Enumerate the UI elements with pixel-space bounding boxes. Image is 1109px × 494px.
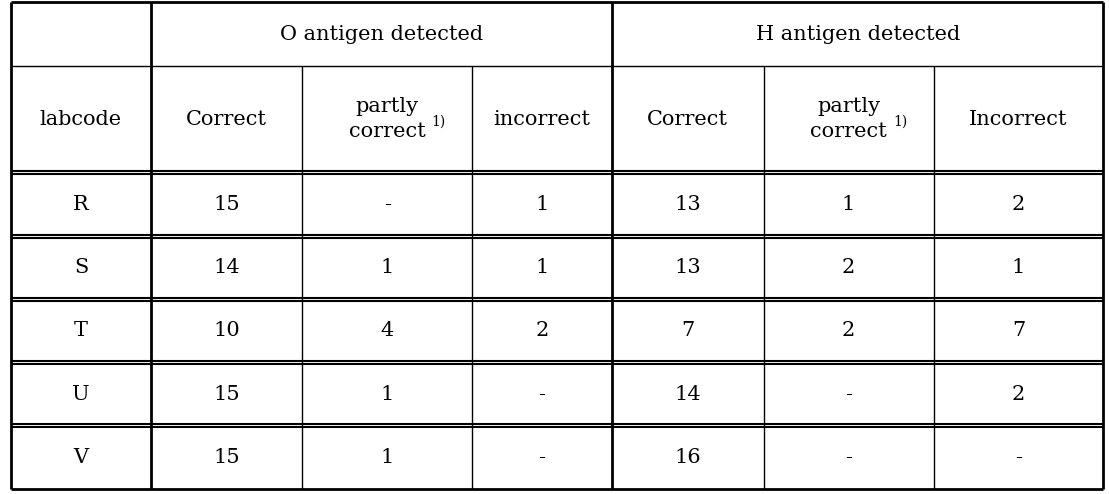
Text: 2: 2	[1011, 385, 1025, 404]
Text: -: -	[845, 385, 852, 404]
Text: 1: 1	[536, 195, 549, 214]
Text: 2: 2	[842, 258, 855, 277]
Text: 1: 1	[380, 385, 394, 404]
Text: H antigen detected: H antigen detected	[755, 25, 959, 43]
Text: 1: 1	[380, 258, 394, 277]
Text: correct: correct	[349, 122, 426, 141]
Text: 13: 13	[674, 258, 701, 277]
Text: 1): 1)	[893, 115, 907, 129]
Text: S: S	[74, 258, 88, 277]
Text: 2: 2	[842, 322, 855, 340]
Text: -: -	[1015, 448, 1022, 467]
Text: 1: 1	[536, 258, 549, 277]
Text: 1: 1	[380, 448, 394, 467]
Text: 15: 15	[213, 448, 240, 467]
Text: 1: 1	[1011, 258, 1025, 277]
Text: 7: 7	[1011, 322, 1025, 340]
Text: -: -	[539, 448, 546, 467]
Text: O antigen detected: O antigen detected	[279, 25, 482, 43]
Text: 4: 4	[380, 322, 394, 340]
Text: T: T	[74, 322, 88, 340]
Text: 16: 16	[674, 448, 701, 467]
Text: 2: 2	[536, 322, 549, 340]
Text: 10: 10	[213, 322, 240, 340]
Text: 1: 1	[842, 195, 855, 214]
Text: -: -	[845, 448, 852, 467]
Text: -: -	[384, 195, 390, 214]
Text: partly: partly	[817, 97, 881, 117]
Text: R: R	[73, 195, 89, 214]
Text: 14: 14	[674, 385, 701, 404]
Text: partly: partly	[356, 97, 419, 117]
Text: Correct: Correct	[186, 110, 267, 129]
Text: 1): 1)	[431, 115, 446, 129]
Text: 7: 7	[681, 322, 694, 340]
Text: labcode: labcode	[40, 110, 122, 129]
Text: incorrect: incorrect	[494, 110, 591, 129]
Text: Incorrect: Incorrect	[969, 110, 1068, 129]
Text: U: U	[72, 385, 90, 404]
Text: V: V	[73, 448, 89, 467]
Text: 13: 13	[674, 195, 701, 214]
Text: 15: 15	[213, 385, 240, 404]
Text: 2: 2	[1011, 195, 1025, 214]
Text: 14: 14	[213, 258, 240, 277]
Text: correct: correct	[811, 122, 887, 141]
Text: -: -	[539, 385, 546, 404]
Text: Correct: Correct	[648, 110, 729, 129]
Text: 15: 15	[213, 195, 240, 214]
